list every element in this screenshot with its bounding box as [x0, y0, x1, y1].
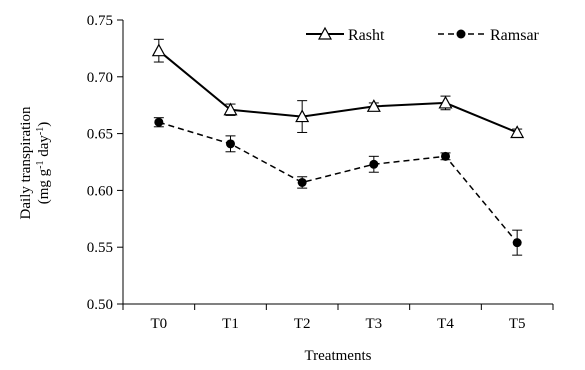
y-tick-label: 0.60	[87, 183, 113, 199]
data-point-rasht	[438, 95, 453, 109]
data-point-ramsar	[154, 117, 164, 127]
series-line-ramsar	[158, 121, 518, 244]
legend-item-ramsar: Ramsar	[438, 27, 540, 44]
x-tick-label: T4	[437, 316, 454, 332]
x-tick-label: T5	[509, 316, 526, 332]
y-tick-label: 0.75	[87, 13, 113, 29]
data-point-ramsar	[441, 151, 450, 161]
legend-triangle-marker	[317, 26, 333, 40]
data-point-rasht	[223, 102, 238, 116]
legend: Rasht Ramsar	[306, 26, 540, 44]
legend-label-rasht: Rasht	[348, 27, 385, 44]
x-tick-label: T2	[294, 316, 311, 332]
y-tick-label: 0.50	[87, 297, 113, 313]
legend-circle-marker	[456, 29, 466, 39]
y-tick-label: 0.70	[87, 70, 113, 86]
y-tick-label: 0.55	[87, 240, 113, 256]
data-point-rasht	[366, 99, 381, 112]
series-ramsar	[153, 117, 523, 256]
data-point-rasht	[151, 43, 166, 57]
data-point-rasht	[295, 109, 310, 123]
y-tick-label: 0.65	[87, 127, 113, 143]
data-point-ramsar	[297, 177, 307, 187]
x-tick-label: T3	[365, 316, 382, 332]
x-tick-label: T0	[150, 316, 167, 332]
series-line-rasht	[158, 49, 518, 134]
axes: 0.50 0.55 0.60 0.65 0.70 0.75 T0 T1 T2 T3 T4 T5	[87, 13, 554, 332]
y-axis-label-line2: (mg g-1 day-1)	[35, 122, 52, 205]
legend-item-rasht: Rasht	[306, 26, 385, 44]
data-point-ramsar	[369, 159, 379, 169]
series-rasht	[151, 38, 525, 139]
series-layer	[151, 38, 525, 256]
x-tick-label: T1	[222, 316, 239, 332]
legend-label-ramsar: Ramsar	[490, 27, 540, 44]
y-axis-label-line1: Daily transpiration	[18, 106, 34, 219]
data-point-ramsar	[512, 238, 522, 248]
data-point-ramsar	[226, 139, 235, 149]
data-point-rasht	[510, 125, 525, 139]
x-axis-label: Treatments	[305, 348, 372, 364]
